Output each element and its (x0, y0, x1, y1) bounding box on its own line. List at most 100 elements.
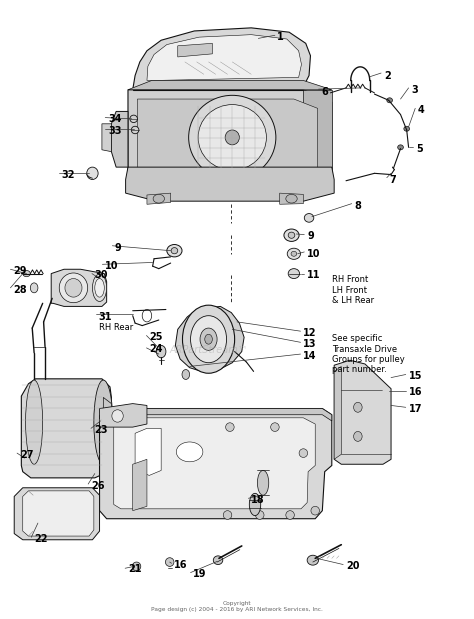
Polygon shape (114, 418, 315, 509)
Polygon shape (103, 397, 111, 446)
Polygon shape (334, 360, 391, 464)
Text: 31: 31 (99, 312, 112, 322)
Ellipse shape (182, 305, 235, 373)
Ellipse shape (182, 370, 190, 379)
Ellipse shape (132, 562, 141, 571)
Ellipse shape (205, 334, 212, 344)
Text: See specific
Transaxle Drive
Groups for pulley
part number.: See specific Transaxle Drive Groups for … (332, 334, 404, 374)
Ellipse shape (92, 274, 107, 301)
Text: 7: 7 (390, 175, 396, 184)
Text: 9: 9 (115, 243, 121, 253)
Text: 17: 17 (409, 404, 422, 413)
Text: 18: 18 (251, 495, 265, 505)
Text: 14: 14 (303, 351, 317, 361)
Ellipse shape (286, 194, 297, 203)
Polygon shape (102, 124, 111, 152)
Polygon shape (334, 366, 341, 459)
Ellipse shape (59, 273, 88, 303)
Polygon shape (23, 491, 94, 536)
Ellipse shape (130, 115, 137, 123)
Ellipse shape (288, 269, 300, 279)
Ellipse shape (354, 431, 362, 441)
Polygon shape (175, 306, 244, 371)
Ellipse shape (165, 558, 174, 566)
Ellipse shape (311, 506, 319, 515)
Text: 3: 3 (411, 85, 418, 95)
Polygon shape (137, 99, 318, 183)
Text: 34: 34 (108, 114, 121, 124)
Ellipse shape (176, 442, 203, 462)
Ellipse shape (156, 345, 166, 358)
Text: 25: 25 (149, 332, 163, 342)
Polygon shape (51, 269, 107, 306)
Polygon shape (133, 28, 310, 90)
Text: 26: 26 (91, 481, 104, 491)
Ellipse shape (198, 105, 266, 170)
Ellipse shape (200, 328, 217, 350)
Ellipse shape (398, 145, 403, 150)
Ellipse shape (304, 214, 314, 222)
Text: Copyright
Page design (c) 2004 - 2016 by ARI Network Services, Inc.: Copyright Page design (c) 2004 - 2016 by… (151, 601, 323, 612)
Ellipse shape (307, 555, 319, 565)
Ellipse shape (87, 167, 98, 180)
Ellipse shape (23, 271, 30, 277)
Polygon shape (147, 193, 171, 204)
Ellipse shape (271, 423, 279, 431)
Ellipse shape (95, 279, 104, 297)
Polygon shape (21, 379, 111, 478)
Ellipse shape (284, 229, 299, 241)
Text: 30: 30 (95, 271, 108, 280)
Ellipse shape (387, 98, 392, 103)
Text: 5: 5 (416, 144, 423, 154)
Text: 22: 22 (34, 534, 47, 543)
Ellipse shape (299, 449, 308, 457)
Polygon shape (100, 404, 147, 427)
Polygon shape (128, 90, 332, 192)
Polygon shape (280, 193, 303, 204)
Ellipse shape (354, 402, 362, 412)
Text: 28: 28 (13, 285, 27, 295)
Polygon shape (100, 409, 332, 519)
Ellipse shape (153, 194, 164, 203)
Text: 13: 13 (303, 339, 317, 349)
Text: 10: 10 (307, 249, 320, 259)
Text: ARPartStream™: ARPartStream™ (169, 345, 248, 355)
Text: 16: 16 (409, 387, 422, 397)
Ellipse shape (65, 279, 82, 297)
Ellipse shape (288, 232, 295, 238)
Text: 15: 15 (409, 371, 422, 381)
Polygon shape (126, 167, 334, 201)
Text: 29: 29 (13, 266, 27, 276)
Polygon shape (147, 35, 301, 80)
Text: 23: 23 (94, 425, 107, 435)
Ellipse shape (189, 95, 276, 180)
Ellipse shape (404, 126, 410, 131)
Text: 32: 32 (62, 170, 75, 180)
Ellipse shape (112, 410, 123, 422)
Ellipse shape (286, 511, 294, 519)
Ellipse shape (291, 251, 297, 256)
Ellipse shape (249, 493, 261, 516)
Text: 1: 1 (277, 32, 284, 42)
Ellipse shape (94, 380, 113, 464)
Polygon shape (135, 428, 161, 475)
Text: 2: 2 (384, 71, 391, 80)
Ellipse shape (191, 316, 227, 363)
Ellipse shape (131, 126, 139, 134)
Text: 21: 21 (128, 565, 141, 574)
Ellipse shape (167, 245, 182, 257)
Text: 11: 11 (307, 270, 320, 280)
Ellipse shape (30, 283, 38, 293)
Text: RH Front
LH Front
& LH Rear: RH Front LH Front & LH Rear (332, 275, 374, 305)
Ellipse shape (213, 556, 223, 565)
Polygon shape (111, 111, 128, 167)
Ellipse shape (26, 380, 43, 464)
Text: 19: 19 (193, 569, 207, 579)
Text: 27: 27 (20, 450, 33, 460)
Ellipse shape (226, 423, 234, 431)
Text: 4: 4 (418, 105, 425, 115)
Text: 10: 10 (105, 261, 118, 271)
Polygon shape (303, 90, 332, 192)
Ellipse shape (223, 511, 232, 519)
Text: 24: 24 (149, 344, 163, 354)
